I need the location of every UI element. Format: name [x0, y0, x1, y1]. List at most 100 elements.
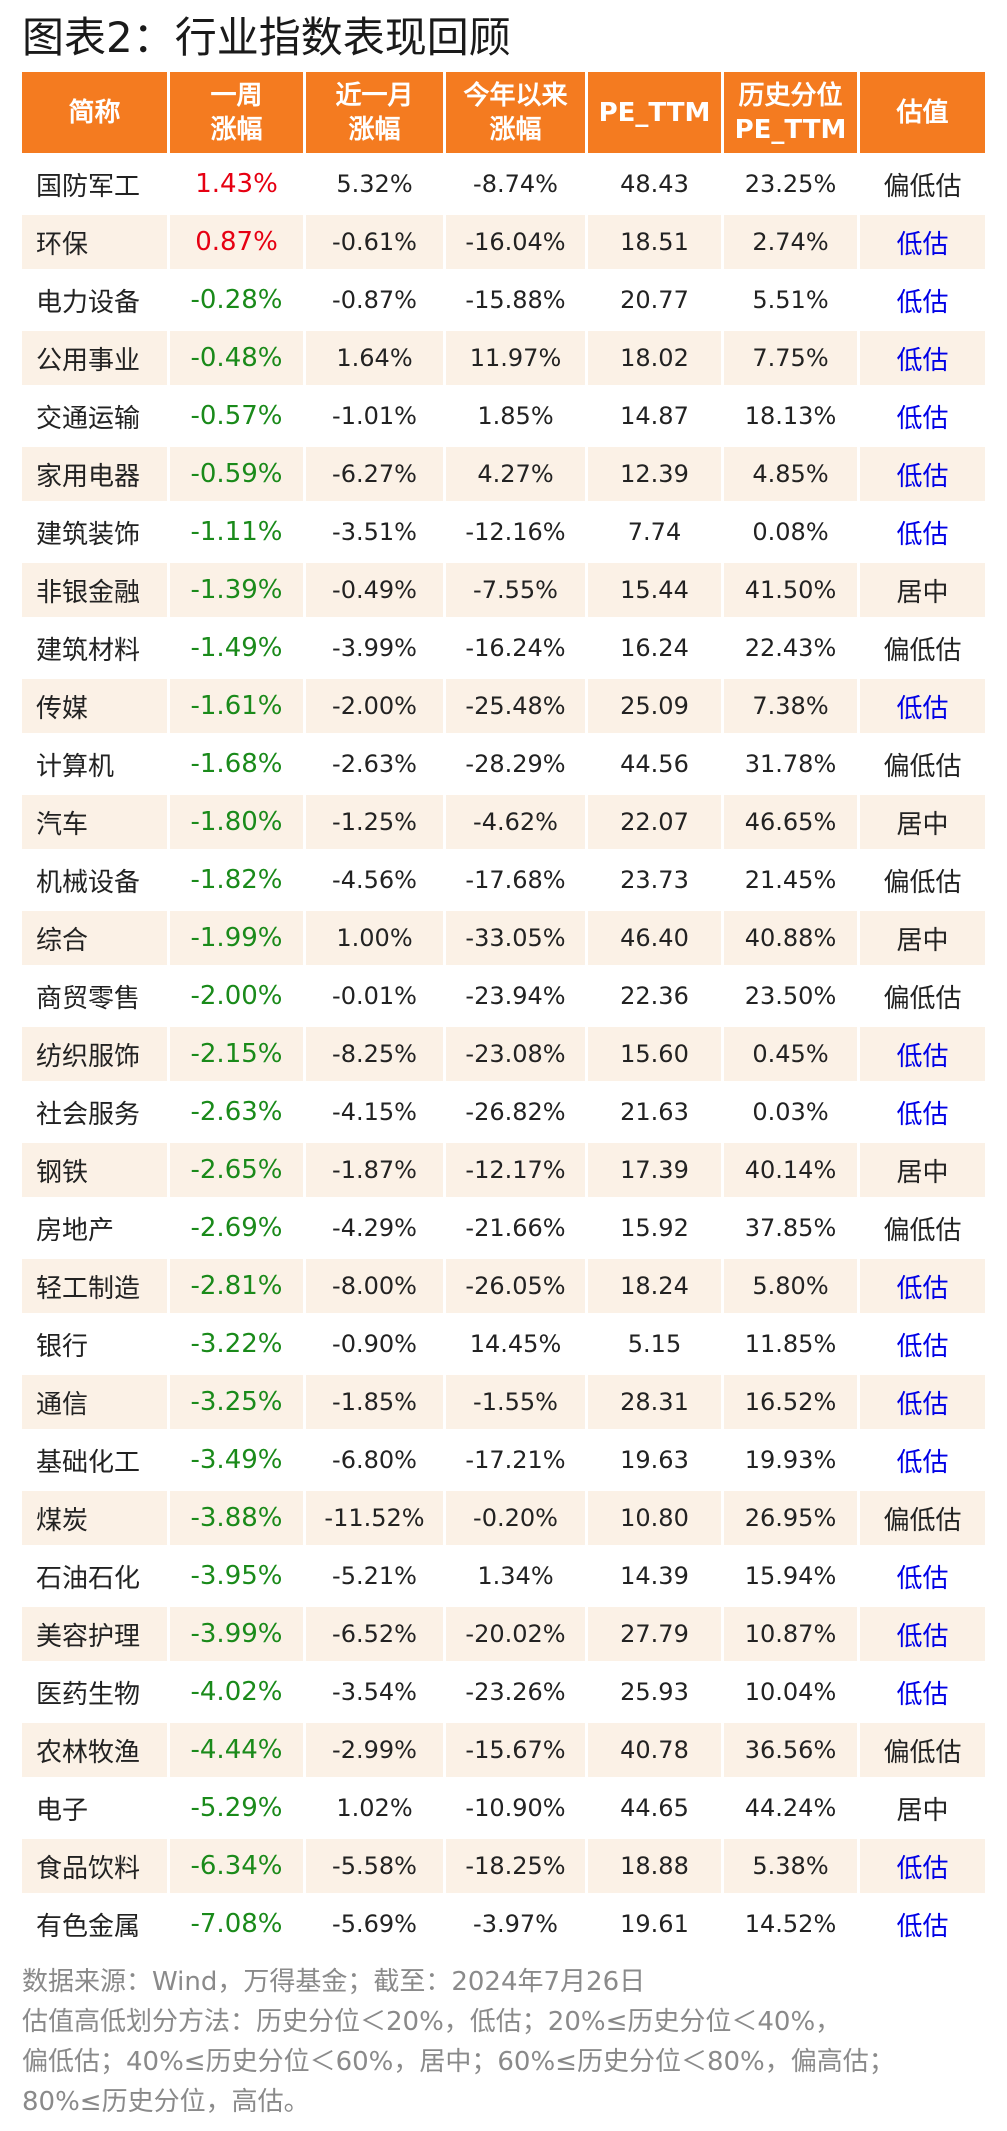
table-body: 国防军工 1.43% 5.32% -8.74% 48.43 23.25% 偏低估 环保 0.87…: [22, 153, 985, 1951]
pe-percentile-cell: 21.45%: [724, 849, 860, 907]
week-change-cell: -7.08%: [170, 1893, 306, 1951]
valuation-cell: 偏低估: [860, 1719, 985, 1777]
table-row: 医药生物 -4.02% -3.54% -23.26% 25.93 10.04% 低估: [22, 1661, 985, 1719]
pe-percentile-cell: 26.95%: [724, 1487, 860, 1545]
industry-name-cell: 银行: [22, 1313, 170, 1371]
pe-percentile-cell: 23.50%: [724, 965, 860, 1023]
pe-percentile-cell: 31.78%: [724, 733, 860, 791]
table-row: 美容护理 -3.99% -6.52% -20.02% 27.79 10.87% 低估: [22, 1603, 985, 1661]
pe-percentile-cell: 7.38%: [724, 675, 860, 733]
valuation-cell: 居中: [860, 559, 985, 617]
ytd-change-cell: -3.97%: [446, 1893, 588, 1951]
industry-name-cell: 综合: [22, 907, 170, 965]
ytd-change-cell: -7.55%: [446, 559, 588, 617]
industry-name-cell: 传媒: [22, 675, 170, 733]
valuation-cell: 低估: [860, 1661, 985, 1719]
industry-name-cell: 农林牧渔: [22, 1719, 170, 1777]
week-change-cell: -1.99%: [170, 907, 306, 965]
table-row: 有色金属 -7.08% -5.69% -3.97% 19.61 14.52% 低估: [22, 1893, 985, 1951]
note-method-line-2: 偏低估；40%≤历史分位＜60%，居中；60%≤历史分位＜80%，偏高估；: [22, 2047, 895, 2077]
pe-ttm-cell: 12.39: [588, 443, 724, 501]
pe-percentile-cell: 5.51%: [724, 269, 860, 327]
pe-ttm-cell: 20.77: [588, 269, 724, 327]
ytd-change-cell: -0.20%: [446, 1487, 588, 1545]
industry-name-cell: 交通运输: [22, 385, 170, 443]
valuation-cell: 低估: [860, 1893, 985, 1951]
table-row: 汽车 -1.80% -1.25% -4.62% 22.07 46.65% 居中: [22, 791, 985, 849]
ytd-change-cell: -20.02%: [446, 1603, 588, 1661]
pe-percentile-cell: 16.52%: [724, 1371, 860, 1429]
valuation-cell: 低估: [860, 1313, 985, 1371]
pe-ttm-cell: 27.79: [588, 1603, 724, 1661]
table-row: 计算机 -1.68% -2.63% -28.29% 44.56 31.78% 偏低估: [22, 733, 985, 791]
week-change-cell: -4.02%: [170, 1661, 306, 1719]
week-change-cell: -0.48%: [170, 327, 306, 385]
week-change-cell: -0.59%: [170, 443, 306, 501]
month-change-cell: -8.00%: [306, 1255, 446, 1313]
table-row: 环保 0.87% -0.61% -16.04% 18.51 2.74% 低估: [22, 211, 985, 269]
valuation-cell: 低估: [860, 327, 985, 385]
valuation-cell: 居中: [860, 907, 985, 965]
week-change-cell: 0.87%: [170, 211, 306, 269]
week-change-cell: -2.65%: [170, 1139, 306, 1197]
ytd-change-cell: -23.08%: [446, 1023, 588, 1081]
pe-percentile-cell: 41.50%: [724, 559, 860, 617]
table-row: 综合 -1.99% 1.00% -33.05% 46.40 40.88% 居中: [22, 907, 985, 965]
ytd-change-cell: -26.82%: [446, 1081, 588, 1139]
note-source: 数据来源：Wind，万得基金；截至：2024年7月26日: [22, 1967, 646, 1997]
pe-ttm-cell: 16.24: [588, 617, 724, 675]
pe-percentile-cell: 4.85%: [724, 443, 860, 501]
month-change-cell: -0.90%: [306, 1313, 446, 1371]
pe-ttm-cell: 22.36: [588, 965, 724, 1023]
table-row: 电力设备 -0.28% -0.87% -15.88% 20.77 5.51% 低估: [22, 269, 985, 327]
pe-ttm-cell: 15.92: [588, 1197, 724, 1255]
pe-ttm-cell: 14.87: [588, 385, 724, 443]
pe-percentile-cell: 5.80%: [724, 1255, 860, 1313]
pe-percentile-cell: 11.85%: [724, 1313, 860, 1371]
valuation-cell: 低估: [860, 1603, 985, 1661]
table-row: 公用事业 -0.48% 1.64% 11.97% 18.02 7.75% 低估: [22, 327, 985, 385]
month-change-cell: -1.85%: [306, 1371, 446, 1429]
valuation-cell: 偏低估: [860, 1197, 985, 1255]
industry-name-cell: 商贸零售: [22, 965, 170, 1023]
month-change-cell: 1.02%: [306, 1777, 446, 1835]
table-row: 电子 -5.29% 1.02% -10.90% 44.65 44.24% 居中: [22, 1777, 985, 1835]
ytd-change-cell: 4.27%: [446, 443, 588, 501]
week-change-cell: -0.28%: [170, 269, 306, 327]
pe-percentile-cell: 10.04%: [724, 1661, 860, 1719]
pe-percentile-cell: 18.13%: [724, 385, 860, 443]
month-change-cell: -0.61%: [306, 211, 446, 269]
valuation-cell: 低估: [860, 1835, 985, 1893]
ytd-change-cell: -17.21%: [446, 1429, 588, 1487]
industry-index-table: 简称 一周 涨幅 近一月 涨幅 今年以来 涨幅 PE_TTM 历史分位 PE_TTM 估…: [22, 72, 985, 1951]
valuation-cell: 居中: [860, 1139, 985, 1197]
week-change-cell: -3.88%: [170, 1487, 306, 1545]
valuation-cell: 低估: [860, 1371, 985, 1429]
week-change-cell: -3.25%: [170, 1371, 306, 1429]
month-change-cell: -2.00%: [306, 675, 446, 733]
ytd-change-cell: -4.62%: [446, 791, 588, 849]
week-change-cell: -1.11%: [170, 501, 306, 559]
industry-name-cell: 电子: [22, 1777, 170, 1835]
pe-ttm-cell: 19.63: [588, 1429, 724, 1487]
week-change-cell: -1.82%: [170, 849, 306, 907]
month-change-cell: -1.25%: [306, 791, 446, 849]
note-method-line-3: 80%≤历史分位，高估。: [22, 2087, 310, 2117]
valuation-cell: 居中: [860, 791, 985, 849]
industry-name-cell: 轻工制造: [22, 1255, 170, 1313]
ytd-change-cell: -15.67%: [446, 1719, 588, 1777]
industry-name-cell: 建筑材料: [22, 617, 170, 675]
week-change-cell: -1.61%: [170, 675, 306, 733]
month-change-cell: -11.52%: [306, 1487, 446, 1545]
week-change-cell: 1.43%: [170, 153, 306, 211]
ytd-change-cell: -26.05%: [446, 1255, 588, 1313]
month-change-cell: -4.15%: [306, 1081, 446, 1139]
ytd-change-cell: -12.17%: [446, 1139, 588, 1197]
table-header-row: 简称 一周 涨幅 近一月 涨幅 今年以来 涨幅 PE_TTM 历史分位 PE_TTM 估…: [22, 72, 985, 153]
industry-name-cell: 石油石化: [22, 1545, 170, 1603]
week-change-cell: -2.00%: [170, 965, 306, 1023]
industry-name-cell: 纺织服饰: [22, 1023, 170, 1081]
pe-ttm-cell: 15.60: [588, 1023, 724, 1081]
ytd-change-cell: 11.97%: [446, 327, 588, 385]
month-change-cell: -6.27%: [306, 443, 446, 501]
